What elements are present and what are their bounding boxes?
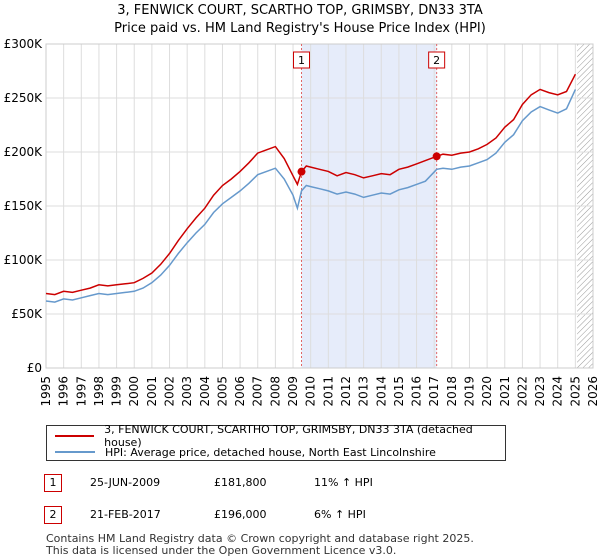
x-tick-label: 2026 — [586, 376, 600, 407]
x-tick-label: 1999 — [110, 376, 124, 407]
transaction-row-2: 2 21-FEB-2017 £196,000 6% ↑ HPI — [44, 506, 564, 524]
x-tick-label: 1998 — [92, 376, 106, 407]
legend-swatch-red — [55, 435, 95, 437]
transaction-2-badge-label: 2 — [433, 54, 440, 67]
transaction-1-point — [297, 167, 306, 176]
plot-border — [45, 43, 594, 369]
x-tick-label: 2001 — [145, 376, 159, 407]
x-tick-label: 2011 — [321, 376, 335, 407]
footer-line-1: Contains HM Land Registry data © Crown c… — [46, 532, 474, 545]
chart-legend: 3, FENWICK COURT, SCARTHO TOP, GRIMSBY, … — [46, 423, 506, 461]
footer-line-2: This data is licensed under the Open Gov… — [46, 544, 397, 557]
x-tick-label: 2006 — [233, 376, 247, 407]
legend-item-hpi: HPI: Average price, detached house, Nort… — [55, 444, 436, 460]
transaction-1-badge-label: 1 — [298, 54, 305, 67]
transaction-hpi: 11% ↑ HPI — [314, 476, 373, 489]
x-tick-label: 2007 — [251, 376, 265, 407]
x-tick-label: 2003 — [180, 376, 194, 407]
x-tick-label: 2016 — [410, 376, 424, 407]
y-tick-label: £150K — [4, 199, 44, 213]
x-tick-label: 2012 — [339, 376, 353, 407]
transaction-price: £181,800 — [214, 476, 267, 489]
series-line-hpi — [45, 89, 577, 303]
y-tick-label: £100K — [4, 253, 44, 267]
x-tick-label: 2024 — [551, 376, 565, 407]
y-tick-label: £250K — [4, 91, 44, 105]
title-line-1: 3, FENWICK COURT, SCARTHO TOP, GRIMSBY, … — [117, 3, 483, 18]
x-tick-label: 2014 — [374, 376, 388, 407]
x-tick-label: 2017 — [427, 376, 441, 407]
x-tick-label: 2004 — [198, 376, 212, 407]
transaction-badge: 1 — [44, 474, 62, 492]
series-line-property — [45, 73, 577, 296]
x-tick-label: 2025 — [568, 376, 582, 407]
x-tick-label: 2002 — [163, 376, 177, 407]
x-tick-label: 2021 — [498, 376, 512, 407]
legend-label-hpi: HPI: Average price, detached house, Nort… — [105, 445, 436, 459]
footer-attribution: Contains HM Land Registry data © Crown c… — [46, 533, 474, 557]
transaction-date: 25-JUN-2009 — [90, 476, 161, 489]
x-tick-label: 2023 — [533, 376, 547, 407]
x-tick-label: 1995 — [39, 376, 53, 407]
legend-label-property: 3, FENWICK COURT, SCARTHO TOP, GRIMSBY, … — [104, 423, 473, 449]
transaction-1-badge-box — [293, 51, 311, 69]
transaction-hpi: 6% ↑ HPI — [314, 508, 366, 521]
x-tick-label: 1996 — [57, 376, 71, 407]
x-tick-label: 2013 — [357, 376, 371, 407]
transaction-date: 21-FEB-2017 — [90, 508, 161, 521]
legend-item-property: 3, FENWICK COURT, SCARTHO TOP, GRIMSBY, … — [55, 423, 505, 449]
x-tick-label: 2022 — [515, 376, 529, 407]
transaction-2-badge-box — [428, 51, 446, 69]
x-tick-label: 1997 — [74, 376, 88, 407]
transaction-price: £196,000 — [214, 508, 267, 521]
x-tick-label: 2019 — [462, 376, 476, 407]
transaction-badge: 2 — [44, 506, 62, 524]
y-tick-label: £200K — [4, 145, 44, 159]
title-line-2: Price paid vs. HM Land Registry's House … — [114, 21, 486, 36]
x-tick-label: 2008 — [268, 376, 282, 407]
y-tick-label: £0 — [27, 361, 42, 375]
chart-title: 3, FENWICK COURT, SCARTHO TOP, GRIMSBY, … — [0, 2, 600, 38]
y-tick-label: £50K — [11, 307, 43, 321]
transaction-row-1: 1 25-JUN-2009 £181,800 11% ↑ HPI — [44, 474, 564, 492]
x-tick-label: 2020 — [480, 376, 494, 407]
x-tick-label: 2005 — [215, 376, 229, 407]
y-tick-label: £300K — [4, 37, 44, 51]
x-tick-label: 2000 — [127, 376, 141, 407]
transaction-2-point — [432, 152, 441, 161]
x-tick-label: 2010 — [304, 376, 318, 407]
x-tick-label: 2015 — [392, 376, 406, 407]
x-tick-label: 2009 — [286, 376, 300, 407]
legend-swatch-blue — [55, 451, 95, 453]
x-tick-label: 2018 — [445, 376, 459, 407]
